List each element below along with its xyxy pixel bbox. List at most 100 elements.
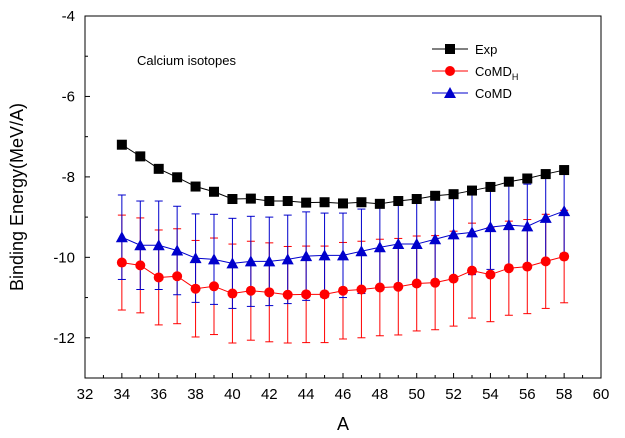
exp-point: [190, 181, 201, 192]
exp-point: [264, 196, 275, 207]
exp-point: [135, 151, 146, 162]
legend-label-main: Exp: [475, 42, 497, 57]
axes: 32 34 36 38 40 42 44 46 48 50 52 54 56 58 60 -12 -10 -8 -6…: [53, 8, 609, 403]
x-axis-label: A: [337, 414, 349, 434]
comd-point: [171, 244, 184, 256]
exp-point: [374, 198, 385, 209]
x-tick-label: 56: [519, 386, 536, 403]
comd-point: [484, 221, 497, 233]
comdh-point: [172, 271, 183, 282]
comd-point: [558, 205, 571, 217]
x-tick-label: 60: [593, 386, 610, 403]
exp-line: [121, 144, 565, 205]
x-tick-label: 50: [408, 386, 425, 403]
comdh-point: [282, 289, 293, 300]
legend-label-main: CoMD: [475, 64, 512, 79]
comdh-point: [227, 288, 238, 299]
comd-point: [539, 211, 552, 223]
comdh-point: [540, 256, 551, 267]
comdh-point: [448, 273, 459, 284]
y-tick-label: -4: [62, 8, 75, 25]
exp-point: [448, 189, 459, 200]
exp-point: [172, 172, 183, 183]
comd-point: [152, 239, 165, 251]
y-axis-label: Binding Energy(MeV/A): [7, 103, 27, 291]
comd-point: [410, 238, 423, 250]
x-tick-label: 40: [224, 386, 241, 403]
legend-label-exp: Exp: [475, 42, 497, 57]
exp-point: [411, 194, 422, 205]
comdh-point: [485, 269, 496, 280]
x-tick-label: 42: [261, 386, 278, 403]
comd-point: [263, 255, 276, 267]
comd-point: [226, 257, 239, 269]
comd-point: [189, 252, 202, 264]
x-tick-label: 44: [298, 386, 315, 403]
comd-point: [300, 250, 313, 262]
comdh-point: [190, 283, 201, 294]
comdh-point: [393, 281, 404, 292]
exp-point: [356, 197, 367, 208]
comd-point: [281, 253, 294, 265]
exp-point: [245, 193, 256, 204]
comdh-point: [559, 251, 570, 262]
legend-marker-exp: [445, 44, 455, 54]
comd-point: [244, 255, 257, 267]
comd-point: [355, 245, 368, 257]
comd-point: [373, 241, 386, 253]
exp-point: [559, 165, 570, 176]
exp-point: [540, 169, 551, 180]
comd-point: [521, 220, 534, 232]
x-tick-label: 34: [114, 386, 131, 403]
y-tick-label: -12: [53, 330, 75, 347]
x-tick-label: 58: [556, 386, 573, 403]
comd-point: [392, 238, 405, 250]
legend-marker-comdh: [445, 66, 455, 76]
exp-point: [282, 196, 293, 207]
comdh-point: [301, 289, 312, 300]
legend-label-subscript: H: [512, 72, 519, 82]
comdh-point: [467, 265, 477, 276]
exp-point: [393, 196, 404, 207]
comd-point: [318, 249, 331, 261]
exp-point: [338, 198, 348, 209]
exp-point: [227, 194, 238, 205]
x-tick-label: 38: [187, 386, 204, 403]
comd-point: [134, 239, 147, 251]
comdh-point: [135, 260, 146, 271]
comd-point: [429, 233, 442, 245]
comdh-point: [411, 278, 422, 289]
x-tick-label: 54: [482, 386, 499, 403]
exp-point: [522, 173, 533, 184]
x-tick-label: 32: [77, 386, 94, 403]
comdh-point: [209, 281, 219, 292]
legend-label-main: CoMD: [475, 86, 512, 101]
exp-point: [485, 181, 496, 192]
comdh-point: [356, 284, 367, 295]
legend-label-comd: CoMD: [475, 86, 512, 101]
exp-point: [319, 197, 330, 208]
x-tick-label: 36: [150, 386, 167, 403]
comdh-point: [153, 272, 164, 283]
x-tick-label: 48: [372, 386, 389, 403]
exp-point: [503, 176, 514, 187]
comd-point: [208, 253, 220, 265]
exp-point: [209, 186, 219, 197]
comdh-point: [319, 289, 330, 300]
comd-point: [466, 226, 478, 238]
x-tick-label: 46: [335, 386, 352, 403]
y-tick-label: -10: [53, 249, 75, 266]
exp-point: [153, 163, 164, 174]
annotation-text: Calcium isotopes: [137, 53, 236, 68]
exp-point: [430, 190, 441, 201]
legend-marker-comd: [444, 87, 456, 98]
comdh-point: [430, 277, 441, 288]
y-tick-label: -8: [62, 169, 75, 186]
comd-point: [502, 219, 515, 231]
comd-point: [447, 228, 460, 240]
comdh-point: [245, 285, 256, 296]
exp-point: [116, 139, 127, 150]
comdh-point: [503, 263, 514, 274]
